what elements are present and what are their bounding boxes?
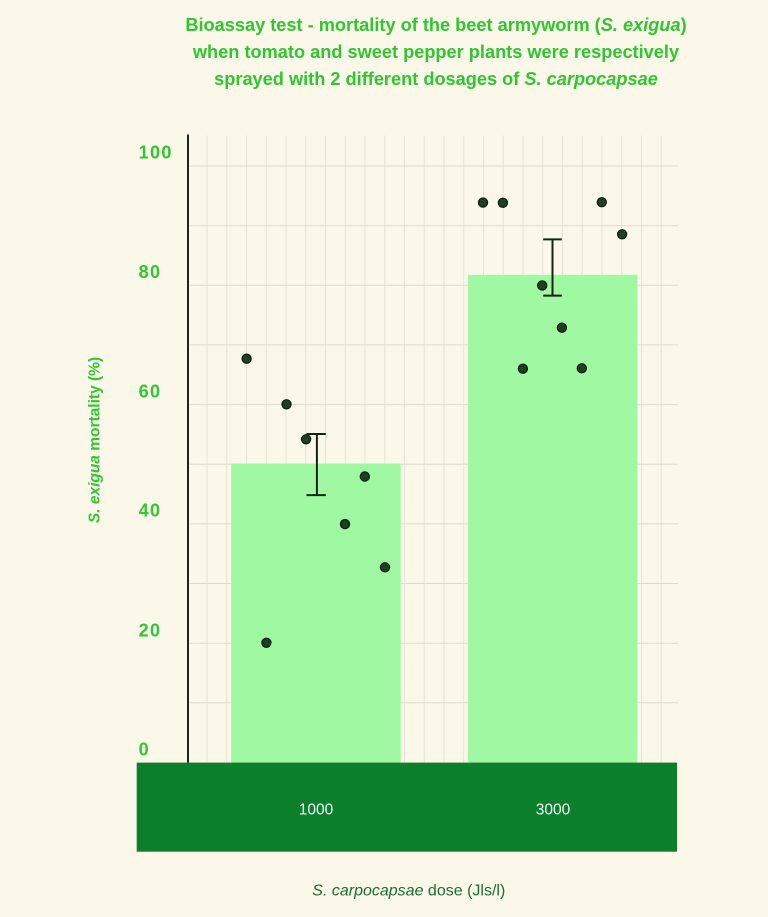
- svg-text:S. exigua mortality (%): S. exigua mortality (%): [87, 357, 104, 523]
- svg-text:80: 80: [139, 262, 162, 282]
- svg-text:60: 60: [139, 382, 162, 402]
- svg-text:3000: 3000: [536, 801, 571, 818]
- svg-text:1000: 1000: [299, 801, 334, 818]
- svg-text:20: 20: [139, 621, 162, 641]
- svg-text:0: 0: [139, 740, 150, 760]
- svg-text:100: 100: [139, 143, 173, 163]
- svg-text:S. carpocapsae dose (Jls/l): S. carpocapsae dose (Jls/l): [312, 883, 505, 900]
- svg-text:40: 40: [139, 501, 162, 521]
